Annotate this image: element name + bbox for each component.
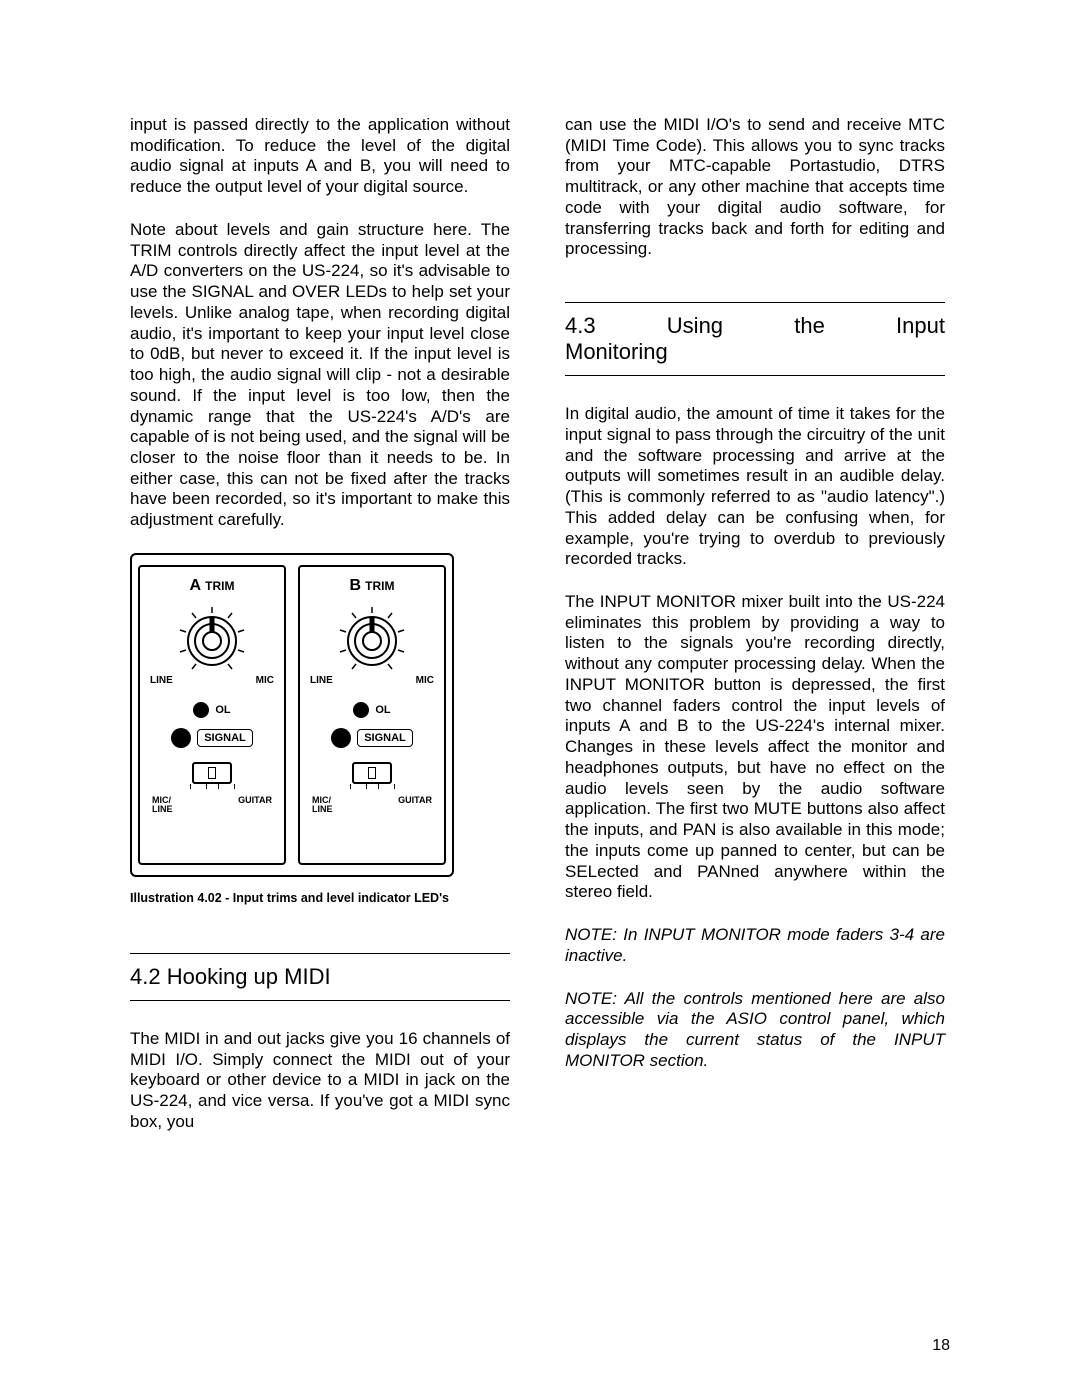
- trim-text: TRIM: [365, 579, 394, 593]
- ol-led-icon: [193, 702, 209, 718]
- ol-label: OL: [375, 704, 390, 716]
- paragraph: can use the MIDI I/O's to send and recei…: [565, 115, 945, 260]
- line-label: LINE: [150, 675, 173, 686]
- section-title-word: the: [794, 313, 825, 339]
- ol-label: OL: [215, 704, 230, 716]
- section-number: 4.2: [130, 964, 161, 989]
- note-paragraph: NOTE: All the controls mentioned here ar…: [565, 989, 945, 1072]
- illustration-box: A TRIM: [130, 553, 454, 877]
- signal-led-icon: [171, 728, 191, 748]
- ol-led-row: OL: [306, 702, 438, 718]
- switch-labels: MIC/ LINE GUITAR: [146, 796, 278, 814]
- mic-label: MIC: [416, 675, 434, 686]
- paragraph: The MIDI in and out jacks give you 16 ch…: [130, 1029, 510, 1133]
- left-column: input is passed directly to the applicat…: [130, 115, 510, 1133]
- switch-ticks: [176, 784, 248, 792]
- panel-letter: A: [190, 577, 202, 595]
- section-divider: [130, 953, 510, 954]
- signal-led-row: SIGNAL: [146, 728, 278, 748]
- knob-row: [146, 599, 278, 675]
- ol-led-row: OL: [146, 702, 278, 718]
- section-4-3-heading: 4.3 Using the Input Monitoring: [565, 313, 945, 365]
- trim-label-b: B TRIM: [350, 577, 395, 595]
- trim-knob-icon: [167, 599, 257, 675]
- micline-label: MIC/ LINE: [152, 796, 173, 814]
- knob-row: [306, 599, 438, 675]
- section-divider: [565, 302, 945, 303]
- note-paragraph: NOTE: In INPUT MONITOR mode faders 3-4 a…: [565, 925, 945, 966]
- paragraph: In digital audio, the amount of time it …: [565, 404, 945, 570]
- section-title-text: Hooking up MIDI: [167, 964, 331, 989]
- knob-labels-row: LINE MIC: [306, 675, 438, 686]
- micline-label: MIC/ LINE: [312, 796, 333, 814]
- trim-text: TRIM: [205, 579, 234, 593]
- section-title-line2: Monitoring: [565, 339, 945, 365]
- paragraph: input is passed directly to the applicat…: [130, 115, 510, 198]
- mic-guitar-switch-icon: [192, 762, 232, 784]
- trim-label-a: A TRIM: [190, 577, 235, 595]
- ol-led-icon: [353, 702, 369, 718]
- paragraph: Note about levels and gain structure her…: [130, 220, 510, 531]
- signal-led-row: SIGNAL: [306, 728, 438, 748]
- switch-labels: MIC/ LINE GUITAR: [306, 796, 438, 814]
- trim-knob-icon: [327, 599, 417, 675]
- section-title-word: Input: [896, 313, 945, 339]
- illustration-caption: Illustration 4.02 - Input trims and leve…: [130, 891, 510, 905]
- mic-guitar-switch-icon: [352, 762, 392, 784]
- paragraph: The INPUT MONITOR mixer built into the U…: [565, 592, 945, 903]
- panel-letter: B: [350, 577, 362, 595]
- section-number: 4.3: [565, 313, 596, 339]
- trim-panel-a: A TRIM: [138, 565, 286, 865]
- section-title-word: Using: [667, 313, 723, 339]
- guitar-label: GUITAR: [398, 796, 432, 814]
- trim-panel-b: B TRIM: [298, 565, 446, 865]
- page-number: 18: [932, 1337, 950, 1355]
- right-column: can use the MIDI I/O's to send and recei…: [565, 115, 945, 1133]
- line-label: LINE: [310, 675, 333, 686]
- guitar-label: GUITAR: [238, 796, 272, 814]
- page: input is passed directly to the applicat…: [0, 0, 1080, 1397]
- signal-led-icon: [331, 728, 351, 748]
- knob-labels-row: LINE MIC: [146, 675, 278, 686]
- section-4-2-heading: 4.2 Hooking up MIDI: [130, 964, 510, 990]
- mic-label: MIC: [256, 675, 274, 686]
- signal-label: SIGNAL: [197, 729, 253, 747]
- switch-ticks: [336, 784, 408, 792]
- signal-label: SIGNAL: [357, 729, 413, 747]
- two-column-layout: input is passed directly to the applicat…: [130, 115, 960, 1133]
